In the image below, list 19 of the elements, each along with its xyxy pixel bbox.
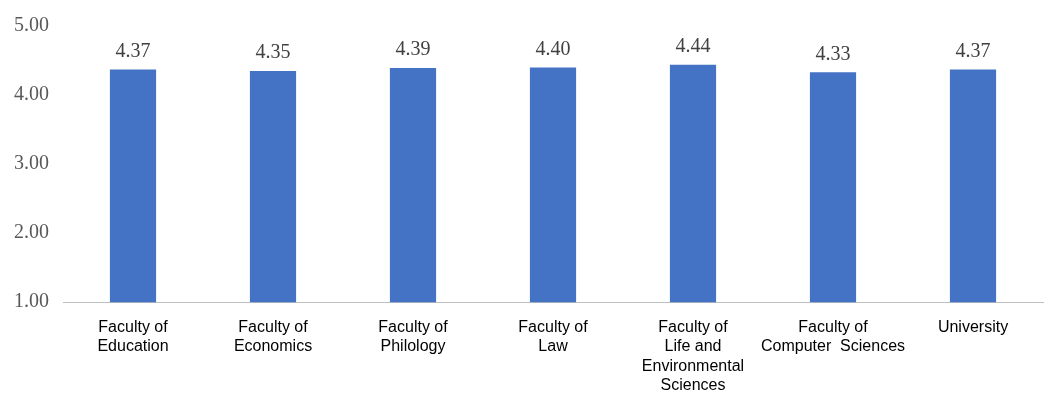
data-label: 4.44 [675,33,711,56]
x-tick-label: Faculty of Law [518,318,589,355]
y-tick-label: 4.00 [14,82,49,105]
x-tick-label: Faculty of Philology [378,318,449,355]
data-label: 4.37 [955,38,991,61]
data-label: 4.37 [115,38,151,61]
y-tick-label: 5.00 [14,13,49,36]
x-tick-label: University [937,318,1009,336]
data-label: 4.40 [535,36,571,59]
data-label: 4.33 [815,41,851,64]
y-tick-label: 1.00 [14,289,49,312]
y-tick-label: 3.00 [14,151,49,174]
x-tick-label: Faculty of Life and Environmental Sciences [641,318,745,393]
x-tick-label: Faculty of Education [97,318,169,355]
x-tick-label: Faculty of Economics [233,318,313,355]
y-tick-label: 2.00 [14,220,49,243]
data-label: 4.35 [255,40,291,63]
x-tick-label: Faculty of Computer Sciences [760,318,906,355]
data-label: 4.39 [395,37,431,60]
